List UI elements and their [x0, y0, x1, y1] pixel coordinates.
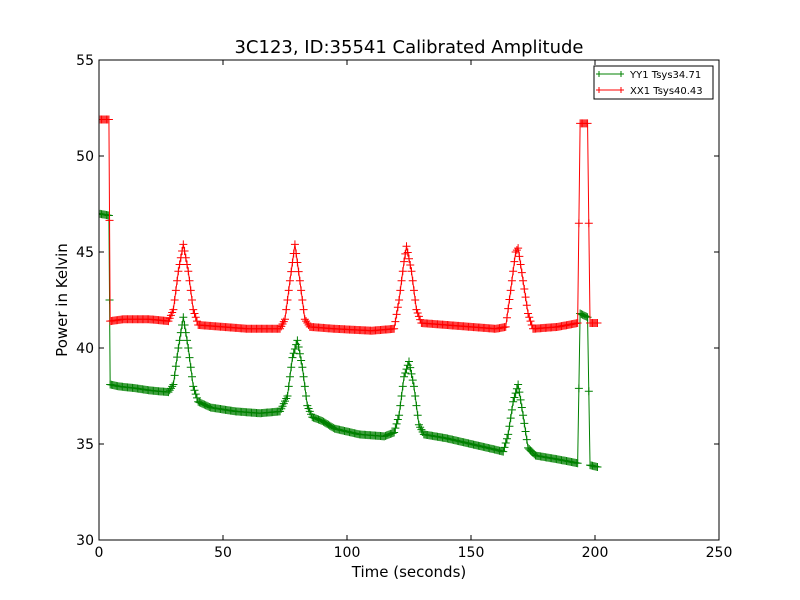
axis-ticks: 0 50 100 150 200 250 30 35 40 45 50 55: [76, 53, 732, 561]
legend-marker-xx1: [596, 87, 624, 93]
x-tick-label: 150: [458, 545, 485, 561]
x-tick-label: 0: [95, 545, 104, 561]
x-tick-label: 200: [582, 545, 609, 561]
legend-label-xx1: XX1 Tsys40.43: [630, 86, 703, 97]
series-markers: [99, 209, 602, 472]
y-tick-label: 30: [76, 533, 94, 549]
x-tick-label: 100: [334, 545, 361, 561]
series-xx1: [99, 115, 602, 335]
chart-title: 3C123, ID:35541 Calibrated Amplitude: [234, 37, 583, 58]
axes-frame: [98, 59, 720, 541]
legend-label-yy1: YY1 Tsys34.71: [629, 70, 701, 81]
legend-box: [593, 65, 714, 100]
legend: YY1 Tsys34.71 XX1 Tsys40.43: [593, 65, 714, 100]
y-tick-label: 35: [76, 437, 94, 453]
y-axis-label: Power in Kelvin: [53, 243, 71, 357]
y-tick-label: 45: [76, 245, 94, 261]
legend-marker-yy1: [596, 71, 624, 77]
y-tick-label: 50: [76, 149, 94, 165]
x-tick-label: 250: [706, 545, 733, 561]
plot-area: [99, 115, 602, 472]
y-tick-label: 55: [76, 53, 94, 69]
x-axis-label: Time (seconds): [351, 563, 467, 581]
series-yy1: [99, 209, 602, 472]
series-markers: [99, 115, 602, 335]
x-tick-label: 50: [214, 545, 232, 561]
y-tick-label: 40: [76, 341, 94, 357]
